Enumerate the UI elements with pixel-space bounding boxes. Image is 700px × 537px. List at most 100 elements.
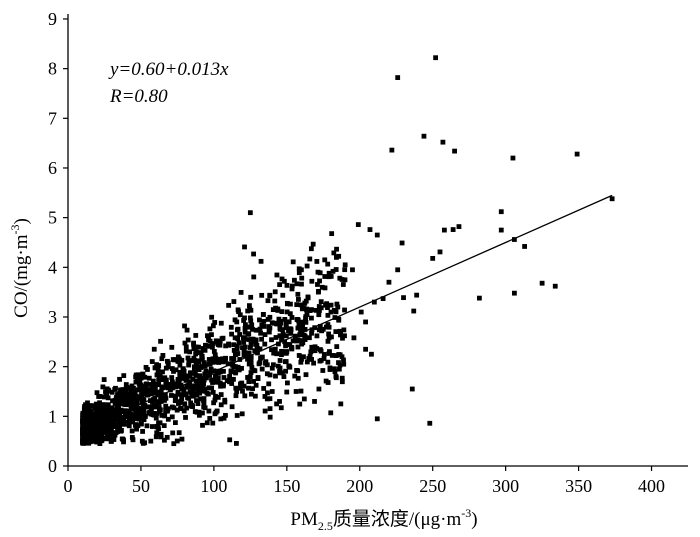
data-point xyxy=(323,302,329,308)
data-point xyxy=(226,342,232,348)
data-point xyxy=(286,319,292,325)
data-point xyxy=(156,375,162,381)
y-tick-label: 3 xyxy=(48,307,57,327)
data-point xyxy=(281,374,287,379)
data-point xyxy=(172,398,178,404)
data-point xyxy=(290,338,296,344)
data-point xyxy=(234,346,240,352)
data-point xyxy=(203,368,209,374)
data-point xyxy=(156,400,162,406)
data-point xyxy=(182,323,187,329)
data-point xyxy=(296,321,302,327)
data-point xyxy=(331,250,337,256)
data-point xyxy=(421,133,427,139)
data-point xyxy=(169,414,175,420)
data-point xyxy=(334,246,339,252)
data-point xyxy=(102,422,108,428)
data-point xyxy=(169,382,175,388)
data-point xyxy=(149,407,154,413)
data-point xyxy=(186,359,192,365)
data-point xyxy=(130,437,136,443)
data-point xyxy=(178,392,184,398)
data-point xyxy=(179,386,185,392)
data-point xyxy=(80,433,86,439)
data-point xyxy=(292,373,298,379)
data-point xyxy=(328,309,334,315)
data-point xyxy=(329,231,335,237)
data-point xyxy=(83,428,89,434)
data-point xyxy=(279,370,285,376)
data-point xyxy=(137,387,143,393)
data-point xyxy=(298,338,303,343)
data-point xyxy=(163,403,169,409)
data-point xyxy=(182,340,188,346)
data-point xyxy=(109,410,115,416)
data-point xyxy=(290,259,296,265)
data-point xyxy=(609,196,615,202)
data-point xyxy=(401,295,406,301)
data-point xyxy=(202,371,208,377)
data-point xyxy=(284,349,290,355)
data-point xyxy=(338,401,344,407)
data-point xyxy=(262,341,268,347)
data-point xyxy=(195,401,201,407)
data-point xyxy=(322,285,328,291)
data-point xyxy=(207,372,213,378)
data-point xyxy=(309,307,314,312)
data-point xyxy=(242,329,248,335)
data-point xyxy=(218,402,224,408)
data-point xyxy=(317,347,323,352)
data-point xyxy=(323,324,329,330)
data-point xyxy=(221,415,227,421)
data-point xyxy=(173,420,178,426)
data-point xyxy=(228,324,234,330)
data-point xyxy=(176,377,182,383)
data-point xyxy=(336,317,342,323)
data-point xyxy=(242,315,247,321)
data-point xyxy=(262,394,268,399)
data-point xyxy=(238,381,243,387)
data-point xyxy=(257,317,262,323)
x-tick-label: 300 xyxy=(492,476,519,496)
data-point xyxy=(117,401,123,407)
data-point xyxy=(212,411,218,417)
data-point xyxy=(342,277,348,283)
data-point xyxy=(198,365,204,370)
data-point xyxy=(303,298,309,304)
data-point xyxy=(326,270,332,276)
data-point xyxy=(109,389,115,395)
data-point xyxy=(235,336,241,341)
data-point xyxy=(156,382,162,388)
data-point xyxy=(145,391,150,397)
data-point xyxy=(179,357,185,363)
data-point xyxy=(141,391,147,397)
data-point xyxy=(279,309,285,314)
data-point xyxy=(158,434,164,440)
data-point xyxy=(84,414,90,420)
data-point xyxy=(180,375,186,381)
data-point xyxy=(172,357,178,362)
data-point xyxy=(130,406,136,411)
data-point xyxy=(154,424,160,430)
data-point xyxy=(288,330,294,336)
data-point xyxy=(340,282,346,287)
data-point xyxy=(341,327,347,333)
data-point xyxy=(144,423,150,429)
data-point xyxy=(185,337,191,343)
data-point xyxy=(247,210,253,216)
data-point xyxy=(304,359,310,365)
data-point xyxy=(119,428,124,433)
data-point xyxy=(165,416,171,422)
data-point xyxy=(201,386,207,392)
data-point xyxy=(234,389,240,394)
data-point xyxy=(325,380,331,385)
data-point xyxy=(280,292,286,298)
data-point xyxy=(266,381,272,387)
data-point xyxy=(325,261,331,267)
data-point xyxy=(169,404,175,410)
data-point xyxy=(148,438,154,444)
data-point xyxy=(273,335,279,340)
data-point xyxy=(90,414,96,420)
data-point xyxy=(151,346,157,352)
data-point xyxy=(164,358,170,364)
